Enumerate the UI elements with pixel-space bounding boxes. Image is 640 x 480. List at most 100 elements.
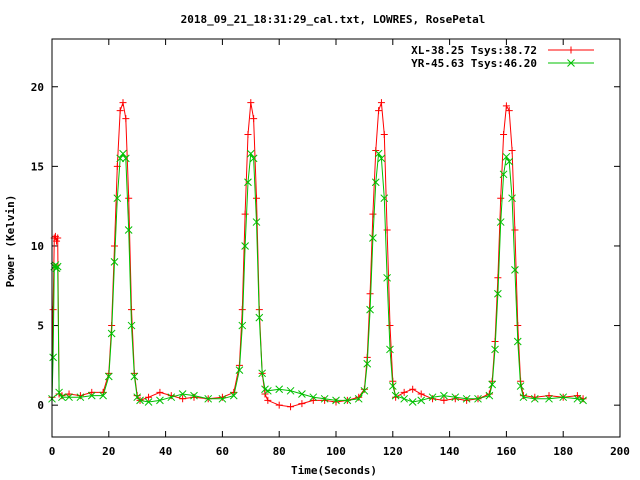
data-point-marker bbox=[502, 102, 510, 110]
data-point-marker bbox=[374, 149, 383, 158]
data-point-marker bbox=[321, 396, 329, 404]
data-point-marker bbox=[275, 401, 283, 409]
data-point-marker bbox=[309, 393, 318, 402]
data-point-marker bbox=[360, 386, 369, 395]
data-point-marker bbox=[116, 154, 125, 163]
data-point-marker bbox=[579, 396, 587, 405]
x-tick-label: 100 bbox=[326, 445, 346, 458]
data-point-marker bbox=[55, 388, 63, 397]
x-tick-label: 180 bbox=[553, 445, 573, 458]
data-point-marker bbox=[167, 392, 175, 400]
data-point-marker bbox=[125, 194, 133, 202]
data-point-marker bbox=[130, 372, 139, 381]
data-point-marker bbox=[505, 157, 514, 166]
data-point-marker bbox=[511, 265, 519, 274]
data-point-marker bbox=[380, 131, 388, 139]
data-point-marker bbox=[508, 146, 516, 154]
data-point-marker bbox=[579, 395, 587, 403]
data-point-marker bbox=[500, 131, 508, 139]
x-tick-label: 20 bbox=[102, 445, 115, 458]
x-tick-label: 0 bbox=[49, 445, 56, 458]
data-point-marker bbox=[383, 273, 391, 282]
data-point-marker bbox=[54, 234, 62, 242]
data-point-marker bbox=[255, 313, 264, 322]
data-point-marker bbox=[247, 99, 255, 107]
data-point-marker bbox=[49, 306, 57, 314]
data-point-marker bbox=[451, 393, 460, 402]
data-point-marker bbox=[514, 322, 522, 330]
data-point-marker bbox=[502, 152, 511, 161]
data-point-marker bbox=[263, 386, 272, 395]
data-point-marker bbox=[474, 394, 482, 403]
data-point-marker bbox=[343, 396, 352, 405]
data-point-marker bbox=[383, 226, 391, 234]
data-point-marker bbox=[218, 393, 226, 401]
data-point-marker bbox=[505, 107, 513, 115]
data-point-marker bbox=[136, 396, 144, 405]
data-point-marker bbox=[496, 218, 505, 226]
data-point-marker bbox=[440, 391, 448, 400]
data-point-marker bbox=[190, 391, 198, 400]
data-point-marker bbox=[244, 131, 252, 139]
data-point-marker bbox=[400, 394, 409, 403]
data-point-marker bbox=[488, 380, 497, 389]
data-point-marker bbox=[320, 394, 329, 403]
data-point-marker bbox=[354, 394, 363, 403]
data-point-marker bbox=[144, 398, 153, 406]
data-point-marker bbox=[287, 403, 295, 411]
data-point-marker bbox=[121, 154, 130, 163]
data-point-marker bbox=[249, 154, 258, 163]
x-tick-label: 60 bbox=[216, 445, 229, 458]
data-point-marker bbox=[494, 274, 502, 282]
data-point-marker bbox=[53, 262, 62, 271]
data-point-marker bbox=[511, 226, 519, 234]
data-point-marker bbox=[545, 392, 553, 400]
data-point-marker bbox=[494, 289, 502, 298]
x-tick-label: 200 bbox=[610, 445, 630, 458]
data-point-marker bbox=[417, 396, 426, 405]
data-point-marker bbox=[235, 366, 244, 374]
data-point-marker bbox=[309, 396, 317, 404]
data-point-marker bbox=[250, 115, 258, 123]
data-point-marker bbox=[275, 385, 284, 394]
data-point-marker bbox=[371, 178, 380, 187]
data-point-marker bbox=[145, 393, 153, 401]
data-point-marker bbox=[355, 393, 363, 401]
x-tick-label: 40 bbox=[159, 445, 172, 458]
data-point-marker bbox=[167, 393, 176, 402]
data-point-marker bbox=[530, 394, 539, 403]
data-point-marker bbox=[244, 178, 252, 187]
data-point-marker bbox=[366, 305, 374, 314]
data-point-marker bbox=[190, 393, 198, 401]
legend-marker bbox=[567, 46, 575, 54]
data-point-marker bbox=[286, 386, 295, 395]
data-point-marker bbox=[462, 394, 471, 403]
data-point-marker bbox=[375, 107, 383, 115]
data-point-marker bbox=[76, 393, 85, 402]
data-point-marker bbox=[519, 393, 528, 402]
data-point-marker bbox=[241, 210, 249, 218]
x-axis-label: Time(Seconds) bbox=[291, 464, 377, 477]
data-point-marker bbox=[485, 391, 494, 400]
plot-frame bbox=[51, 38, 621, 438]
data-point-marker bbox=[229, 391, 238, 400]
y-tick-label: 10 bbox=[31, 240, 44, 253]
data-point-marker bbox=[76, 392, 84, 400]
data-point-marker bbox=[513, 337, 522, 346]
data-point-marker bbox=[65, 393, 73, 402]
data-point-marker bbox=[545, 394, 553, 403]
series-layer bbox=[48, 99, 587, 411]
data-point-marker bbox=[241, 242, 249, 250]
data-point-marker bbox=[377, 99, 385, 107]
axis-labels: 0 20 40 60 80 100 120 140 160 180 200 0 5 10 15 20 bbox=[31, 81, 630, 458]
data-point-marker bbox=[440, 396, 448, 404]
y-axis-label: Power (Kelvin) bbox=[4, 195, 17, 288]
data-point-marker bbox=[110, 258, 119, 266]
x-tick-label: 160 bbox=[496, 445, 516, 458]
data-point-marker bbox=[298, 400, 306, 408]
data-point-marker bbox=[451, 395, 459, 403]
data-point-marker bbox=[122, 115, 130, 123]
data-point-marker bbox=[573, 394, 582, 403]
data-point-marker bbox=[573, 392, 581, 400]
